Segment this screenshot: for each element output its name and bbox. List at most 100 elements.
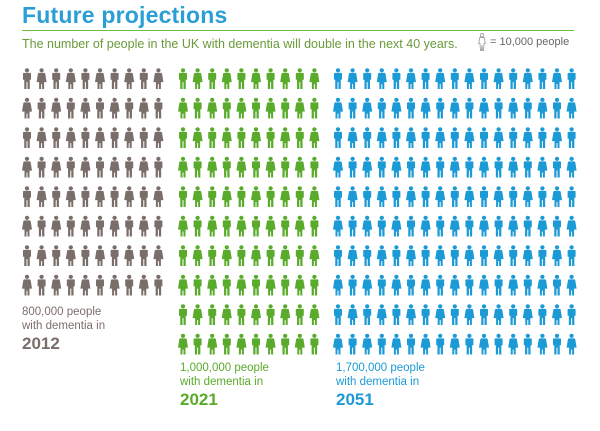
person-male-icon (310, 156, 319, 178)
person-male-icon (553, 215, 561, 237)
person-male-icon (450, 127, 459, 149)
person-female-icon (362, 333, 373, 355)
person-male-icon (377, 333, 386, 355)
person-female-icon (95, 245, 105, 267)
person-female-icon (178, 215, 188, 237)
person-female-icon (493, 68, 504, 90)
person-female-icon (153, 68, 164, 90)
person-female-icon (294, 97, 305, 119)
person-male-icon (66, 215, 75, 237)
person-male-icon (421, 304, 430, 326)
person-female-icon (265, 333, 276, 355)
person-female-icon (51, 97, 62, 119)
person-male-icon (348, 333, 357, 355)
person-male-icon (252, 97, 260, 119)
person-female-icon (552, 186, 562, 208)
person-female-icon (347, 304, 358, 326)
person-male-icon (295, 245, 304, 267)
caption-2051: 1,700,000 people with dementia in 2051 (336, 361, 425, 411)
person-female-icon (464, 127, 475, 149)
person-female-icon (464, 186, 475, 208)
person-female-icon (153, 245, 164, 267)
person-female-icon (508, 97, 519, 119)
person-female-icon (36, 186, 47, 208)
person-male-icon (139, 127, 148, 149)
person-female-icon (333, 215, 343, 237)
person-male-icon (334, 127, 342, 149)
person-female-icon (236, 333, 247, 355)
person-male-icon (567, 127, 576, 149)
person-female-icon (294, 215, 305, 237)
person-male-icon (154, 97, 163, 119)
person-female-icon (406, 304, 416, 326)
person-female-icon (207, 274, 218, 296)
person-male-icon (193, 97, 202, 119)
person-female-icon (537, 333, 548, 355)
legend-label: = 10,000 people (490, 36, 570, 48)
person-male-icon (363, 186, 372, 208)
person-female-icon (391, 215, 402, 237)
person-female-icon (537, 156, 548, 178)
person-female-icon (449, 156, 460, 178)
person-male-icon (538, 304, 547, 326)
person-male-icon (139, 68, 148, 90)
person-male-icon (465, 333, 474, 355)
person-male-icon (266, 304, 275, 326)
person-male-icon (295, 304, 304, 326)
person-female-icon (435, 245, 446, 267)
person-male-icon (139, 186, 148, 208)
person-female-icon (95, 186, 105, 208)
person-male-icon (553, 97, 561, 119)
caption-2021-people: 1,000,000 people (180, 362, 269, 374)
person-female-icon (435, 304, 446, 326)
person-female-icon (207, 97, 218, 119)
person-female-icon (280, 127, 291, 149)
person-female-icon (362, 97, 373, 119)
person-female-icon (192, 127, 203, 149)
person-male-icon (295, 68, 304, 90)
person-female-icon (347, 127, 358, 149)
person-female-icon (479, 156, 489, 178)
person-female-icon (508, 156, 519, 178)
person-male-icon (266, 245, 275, 267)
person-female-icon (124, 186, 135, 208)
person-female-icon (236, 274, 247, 296)
person-female-icon (479, 215, 489, 237)
person-male-icon (480, 304, 488, 326)
person-male-icon (310, 274, 319, 296)
person-male-icon (480, 68, 488, 90)
person-male-icon (509, 304, 518, 326)
person-female-icon (435, 68, 446, 90)
person-male-icon (392, 245, 401, 267)
person-female-icon (391, 274, 402, 296)
person-female-icon (333, 333, 343, 355)
person-female-icon (566, 97, 577, 119)
person-female-icon (347, 245, 358, 267)
person-female-icon (51, 274, 62, 296)
person-female-icon (280, 245, 291, 267)
person-male-icon (23, 68, 31, 90)
person-male-icon (179, 245, 187, 267)
person-male-icon (310, 333, 319, 355)
person-male-icon (281, 156, 290, 178)
person-male-icon (179, 186, 187, 208)
caption-2012-text: with dementia in (22, 320, 106, 332)
person-male-icon (465, 97, 474, 119)
person-female-icon (464, 245, 475, 267)
person-female-icon (362, 274, 373, 296)
title-divider (22, 30, 574, 31)
person-male-icon (334, 68, 342, 90)
person-female-icon (251, 245, 261, 267)
person-female-icon (537, 215, 548, 237)
person-male-icon (553, 274, 561, 296)
person-male-icon (154, 215, 163, 237)
person-male-icon (348, 215, 357, 237)
person-female-icon (80, 97, 91, 119)
person-female-icon (51, 215, 62, 237)
person-female-icon (552, 245, 562, 267)
person-male-icon (37, 156, 46, 178)
person-male-icon (208, 186, 217, 208)
person-female-icon (80, 156, 91, 178)
person-male-icon (281, 333, 290, 355)
person-male-icon (52, 186, 61, 208)
